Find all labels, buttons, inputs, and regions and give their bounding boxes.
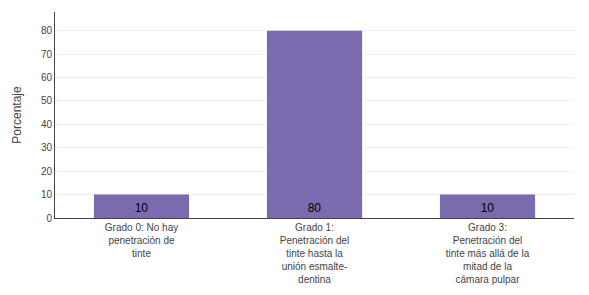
svg-text:40: 40 xyxy=(41,119,53,130)
svg-text:60: 60 xyxy=(41,72,53,83)
svg-text:Grado 0: No haypenetración det: Grado 0: No haypenetración detinte xyxy=(105,222,178,259)
svg-text:80: 80 xyxy=(41,25,53,36)
svg-text:80: 80 xyxy=(308,201,322,215)
svg-text:70: 70 xyxy=(41,49,53,60)
svg-text:10: 10 xyxy=(135,201,149,215)
svg-text:10: 10 xyxy=(41,189,53,200)
svg-text:10: 10 xyxy=(481,201,495,215)
svg-text:20: 20 xyxy=(41,166,53,177)
svg-text:Porcentaje: Porcentaje xyxy=(10,86,24,144)
svg-text:0: 0 xyxy=(46,213,52,224)
svg-text:Grado 3:Penetración deltinte m: Grado 3:Penetración deltinte más allá de… xyxy=(446,222,530,285)
svg-text:50: 50 xyxy=(41,95,53,106)
svg-text:Grado 1:Penetración deltinte h: Grado 1:Penetración deltinte hasta launi… xyxy=(280,222,350,285)
svg-text:30: 30 xyxy=(41,142,53,153)
